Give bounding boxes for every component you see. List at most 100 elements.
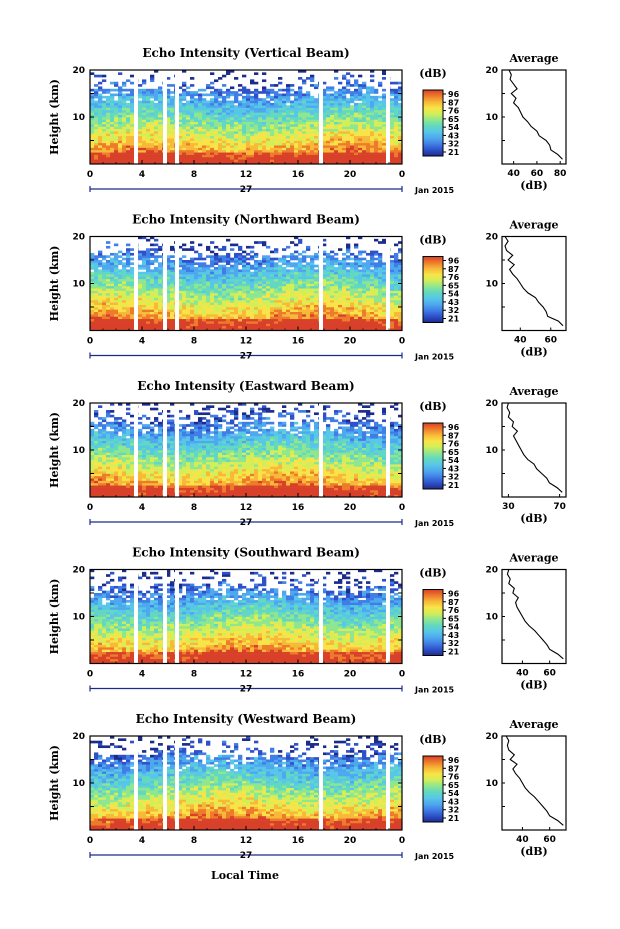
heatmap-cell — [118, 307, 123, 310]
heatmap-cell — [226, 119, 231, 122]
heatmap-cell — [146, 161, 151, 165]
heatmap-cell — [114, 278, 119, 282]
heatmap-cell — [178, 304, 183, 308]
heatmap-cell — [354, 302, 359, 305]
heatmap-cell — [362, 86, 367, 90]
heatmap-cell — [390, 81, 395, 85]
heatmap-cell — [182, 93, 187, 97]
heatmap-cell — [90, 288, 95, 291]
heatmap-cell — [350, 121, 355, 125]
heatmap-cell — [298, 318, 303, 322]
heatmap-cell — [254, 314, 259, 317]
heatmap-cell — [346, 269, 351, 273]
heatmap-cell — [258, 302, 263, 305]
heatmap-cell — [126, 304, 131, 308]
heatmap-cell — [178, 321, 183, 324]
heatmap-cell — [178, 119, 183, 122]
heatmap-cell — [350, 290, 355, 294]
heatmap-cell — [130, 88, 135, 92]
heatmap-cell — [286, 84, 291, 87]
heatmap-cell — [222, 91, 227, 94]
heatmap-cell — [158, 119, 163, 122]
heatmap-cell — [146, 128, 151, 132]
heatmap-cell — [190, 124, 195, 127]
heatmap-cell — [194, 117, 199, 120]
heatmap-cell — [398, 138, 403, 141]
heatmap-cell — [278, 102, 283, 106]
heatmap-cell — [286, 271, 291, 275]
heatmap-cell — [198, 114, 203, 118]
heatmap-cell — [98, 297, 103, 301]
heatmap-cell — [170, 84, 175, 87]
heatmap-cell — [286, 100, 291, 104]
heatmap-cell — [186, 109, 191, 113]
heatmap-cell — [206, 131, 211, 134]
average-x-label: (dB) — [520, 179, 547, 192]
heatmap-cell — [94, 257, 99, 261]
heatmap-cell — [262, 91, 267, 94]
heatmap-cell — [334, 328, 339, 331]
heatmap-cell — [390, 161, 395, 165]
heatmap-cell — [146, 302, 151, 305]
heatmap-cell — [326, 328, 331, 331]
heatmap-cell — [310, 281, 315, 284]
heatmap-cell — [390, 105, 395, 108]
heatmap-cell — [266, 140, 271, 144]
heatmap-cell — [350, 307, 355, 310]
heatmap-cell — [382, 135, 387, 139]
heatmap-cell — [322, 323, 327, 327]
heatmap-cell — [142, 126, 147, 130]
heatmap-cell — [234, 328, 239, 331]
heatmap-cell — [210, 314, 215, 317]
heatmap-cell — [262, 100, 267, 104]
heatmap-cell — [178, 135, 183, 139]
heatmap-cell — [294, 274, 299, 277]
heatmap-cell — [94, 100, 99, 104]
heatmap-cell — [338, 145, 343, 148]
heatmap-cell — [226, 135, 231, 139]
heatmap-cell — [398, 147, 403, 151]
heatmap-cell — [230, 307, 235, 310]
heatmap-cell — [314, 128, 319, 132]
heatmap-cell — [194, 149, 199, 153]
heatmap-cell — [110, 292, 115, 296]
heatmap-cell — [358, 295, 363, 298]
heatmap-cell — [342, 100, 347, 104]
heatmap-cell — [126, 145, 131, 148]
heatmap-cell — [330, 281, 335, 284]
heatmap-cell — [210, 156, 215, 160]
heatmap-cell — [362, 140, 367, 144]
heatmap-cell — [358, 154, 363, 158]
heatmap-cell — [350, 147, 355, 151]
heatmap-cell — [94, 161, 99, 165]
heatmap-cell — [398, 264, 403, 268]
heatmap-cell — [126, 133, 131, 137]
heatmap-cell — [214, 154, 219, 158]
heatmap-cell — [126, 105, 131, 108]
heatmap-cell — [214, 318, 219, 322]
heatmap-cell — [310, 133, 315, 137]
heatmap-cell — [154, 93, 159, 97]
panel-1: Echo Intensity (Northward Beam)1020Heigh… — [48, 213, 567, 362]
heatmap-cell — [354, 276, 359, 280]
heatmap-cell — [338, 95, 343, 99]
heatmap-cell — [326, 161, 331, 165]
colorbar-tick-label: 32 — [448, 140, 459, 149]
heatmap-cell — [226, 72, 231, 75]
heatmap-cell — [90, 318, 95, 322]
heatmap-cell — [326, 318, 331, 322]
heatmap-cell — [206, 140, 211, 144]
heatmap-cell — [158, 138, 163, 141]
heatmap-cell — [346, 105, 351, 108]
heatmap-cell — [110, 283, 115, 287]
heatmap-cell — [290, 128, 295, 132]
heatmap-cell — [102, 88, 107, 92]
heatmap-cell — [306, 285, 311, 289]
heatmap-cell — [182, 138, 187, 141]
heatmap-cell — [194, 292, 199, 296]
heatmap-cell — [214, 156, 219, 160]
heatmap-cell — [398, 299, 403, 303]
heatmap-cell — [146, 311, 151, 315]
heatmap-cell — [338, 156, 343, 160]
heatmap-cell — [306, 307, 311, 310]
